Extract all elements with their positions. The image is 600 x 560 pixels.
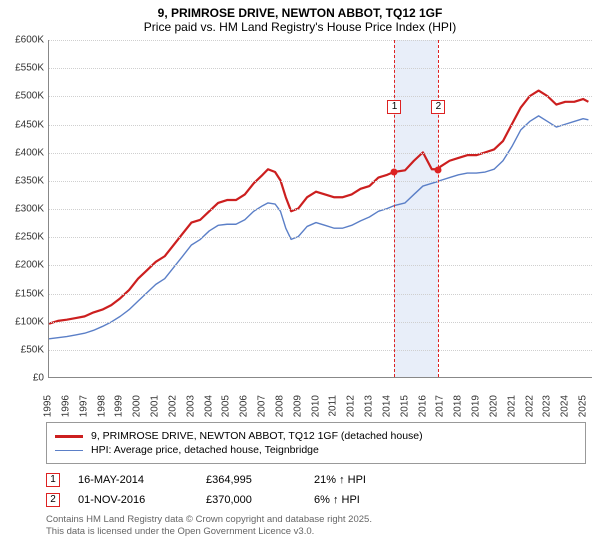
- y-tick-label: £100K: [0, 316, 44, 327]
- x-tick-label: 2024: [560, 395, 571, 417]
- sale-point-dot: [435, 166, 442, 173]
- x-tick-label: 2015: [399, 395, 410, 417]
- x-tick-label: 2002: [167, 395, 178, 417]
- gridline-h: [49, 322, 592, 323]
- y-tick-label: £500K: [0, 91, 44, 102]
- x-tick-label: 1995: [43, 395, 54, 417]
- footer-line-1: Contains HM Land Registry data © Crown c…: [46, 514, 586, 526]
- x-tick-label: 2017: [435, 395, 446, 417]
- legend-swatch-price-paid: [55, 435, 83, 438]
- gridline-h: [49, 209, 592, 210]
- plot-area: 12: [48, 40, 592, 378]
- sale-marker-box: 1: [387, 100, 401, 114]
- x-tick-label: 2012: [346, 395, 357, 417]
- x-tick-label: 2000: [132, 395, 143, 417]
- sale-point-dot: [391, 169, 398, 176]
- x-tick-label: 2005: [221, 395, 232, 417]
- y-tick-label: £300K: [0, 204, 44, 215]
- title-line-2: Price paid vs. HM Land Registry's House …: [10, 20, 590, 34]
- x-tick-label: 2006: [239, 395, 250, 417]
- legend-swatch-hpi: [55, 450, 83, 451]
- x-tick-label: 2022: [524, 395, 535, 417]
- x-tick-label: 1998: [96, 395, 107, 417]
- x-tick-label: 1999: [114, 395, 125, 417]
- legend-row-hpi: HPI: Average price, detached house, Teig…: [55, 443, 577, 457]
- sale-delta-1: 21% ↑ HPI: [314, 474, 424, 486]
- x-tick-label: 2020: [488, 395, 499, 417]
- y-tick-label: £0: [0, 373, 44, 384]
- x-tick-label: 2016: [417, 395, 428, 417]
- y-tick-label: £550K: [0, 63, 44, 74]
- gridline-h: [49, 125, 592, 126]
- sale-price-1: £364,995: [206, 474, 296, 486]
- chart-area: 12 £0£50K£100K£150K£200K£250K£300K£350K£…: [0, 36, 600, 414]
- y-tick-label: £200K: [0, 260, 44, 271]
- x-tick-label: 2021: [506, 395, 517, 417]
- legend-label-hpi: HPI: Average price, detached house, Teig…: [91, 444, 319, 456]
- gridline-h: [49, 294, 592, 295]
- footer-attribution: Contains HM Land Registry data © Crown c…: [46, 514, 586, 539]
- x-tick-label: 2007: [257, 395, 268, 417]
- x-tick-label: 2001: [150, 395, 161, 417]
- x-tick-label: 2011: [328, 395, 339, 417]
- x-tick-label: 2004: [203, 395, 214, 417]
- sale-price-2: £370,000: [206, 494, 296, 506]
- x-tick-label: 1996: [60, 395, 71, 417]
- series-line-hpi: [49, 116, 588, 339]
- x-tick-label: 2003: [185, 395, 196, 417]
- sale-marker-1: 1: [46, 473, 60, 487]
- sale-date-1: 16-MAY-2014: [78, 474, 188, 486]
- y-tick-label: £150K: [0, 288, 44, 299]
- x-tick-label: 2025: [578, 395, 589, 417]
- x-tick-label: 2023: [542, 395, 553, 417]
- x-tick-label: 2019: [471, 395, 482, 417]
- x-tick-label: 2010: [310, 395, 321, 417]
- sale-row-2: 2 01-NOV-2016 £370,000 6% ↑ HPI: [46, 490, 586, 510]
- y-tick-label: £400K: [0, 147, 44, 158]
- gridline-h: [49, 153, 592, 154]
- legend-row-price-paid: 9, PRIMROSE DRIVE, NEWTON ABBOT, TQ12 1G…: [55, 429, 577, 443]
- sale-delta-2: 6% ↑ HPI: [314, 494, 424, 506]
- y-tick-label: £250K: [0, 232, 44, 243]
- x-tick-label: 2013: [364, 395, 375, 417]
- gridline-h: [49, 350, 592, 351]
- sales-table: 1 16-MAY-2014 £364,995 21% ↑ HPI 2 01-NO…: [46, 470, 586, 510]
- gridline-h: [49, 96, 592, 97]
- gridline-h: [49, 40, 592, 41]
- gridline-h: [49, 265, 592, 266]
- gridline-h: [49, 237, 592, 238]
- sale-marker-2: 2: [46, 493, 60, 507]
- x-tick-label: 2018: [453, 395, 464, 417]
- x-tick-label: 2009: [292, 395, 303, 417]
- y-tick-label: £350K: [0, 175, 44, 186]
- y-tick-label: £50K: [0, 344, 44, 355]
- title-line-1: 9, PRIMROSE DRIVE, NEWTON ABBOT, TQ12 1G…: [10, 6, 590, 20]
- series-line-price_paid: [49, 91, 588, 324]
- sale-date-2: 01-NOV-2016: [78, 494, 188, 506]
- legend-box: 9, PRIMROSE DRIVE, NEWTON ABBOT, TQ12 1G…: [46, 422, 586, 464]
- legend-label-price-paid: 9, PRIMROSE DRIVE, NEWTON ABBOT, TQ12 1G…: [91, 430, 423, 442]
- y-tick-label: £450K: [0, 119, 44, 130]
- x-tick-label: 1997: [78, 395, 89, 417]
- y-tick-label: £600K: [0, 35, 44, 46]
- chart-title: 9, PRIMROSE DRIVE, NEWTON ABBOT, TQ12 1G…: [0, 0, 600, 36]
- x-tick-label: 2014: [381, 395, 392, 417]
- sale-vline: [394, 40, 395, 377]
- sale-row-1: 1 16-MAY-2014 £364,995 21% ↑ HPI: [46, 470, 586, 490]
- gridline-h: [49, 181, 592, 182]
- sale-vline: [438, 40, 439, 377]
- gridline-h: [49, 68, 592, 69]
- x-tick-label: 2008: [274, 395, 285, 417]
- sale-marker-box: 2: [431, 100, 445, 114]
- footer-line-2: This data is licensed under the Open Gov…: [46, 526, 586, 538]
